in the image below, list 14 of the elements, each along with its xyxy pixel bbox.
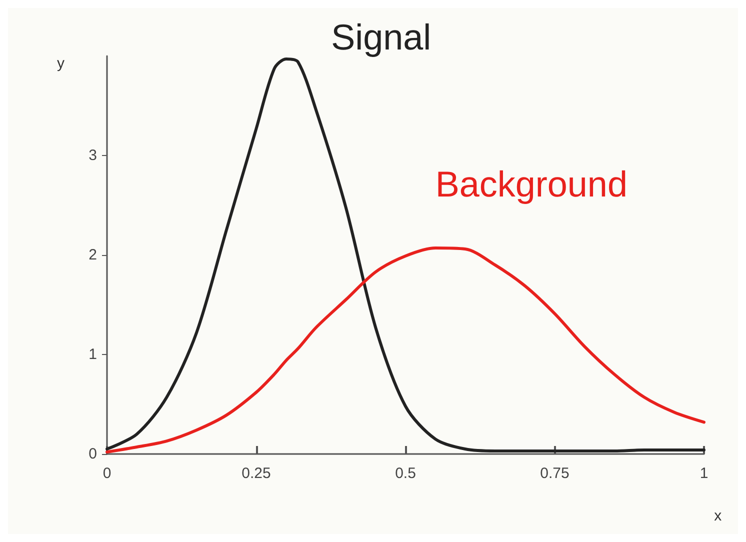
x-tick-label: 1 xyxy=(700,465,708,482)
y-tick-label: 3 xyxy=(88,147,97,164)
series-label: Signal xyxy=(331,16,432,58)
y-tick-label: 2 xyxy=(88,246,97,264)
x-tick-label: 0.25 xyxy=(242,465,271,482)
series-label: Background xyxy=(435,164,628,205)
y-tick-label: 0 xyxy=(88,446,97,462)
y-axis-title: y xyxy=(57,55,65,72)
x-tick-label: 0 xyxy=(102,465,112,482)
x-tick-label: 0.75 xyxy=(540,465,570,482)
line-series xyxy=(106,57,706,453)
x-axis-title: x xyxy=(714,508,722,524)
y-tick-label: 1 xyxy=(88,346,97,363)
x-tick-label: 0.5 xyxy=(395,465,416,482)
